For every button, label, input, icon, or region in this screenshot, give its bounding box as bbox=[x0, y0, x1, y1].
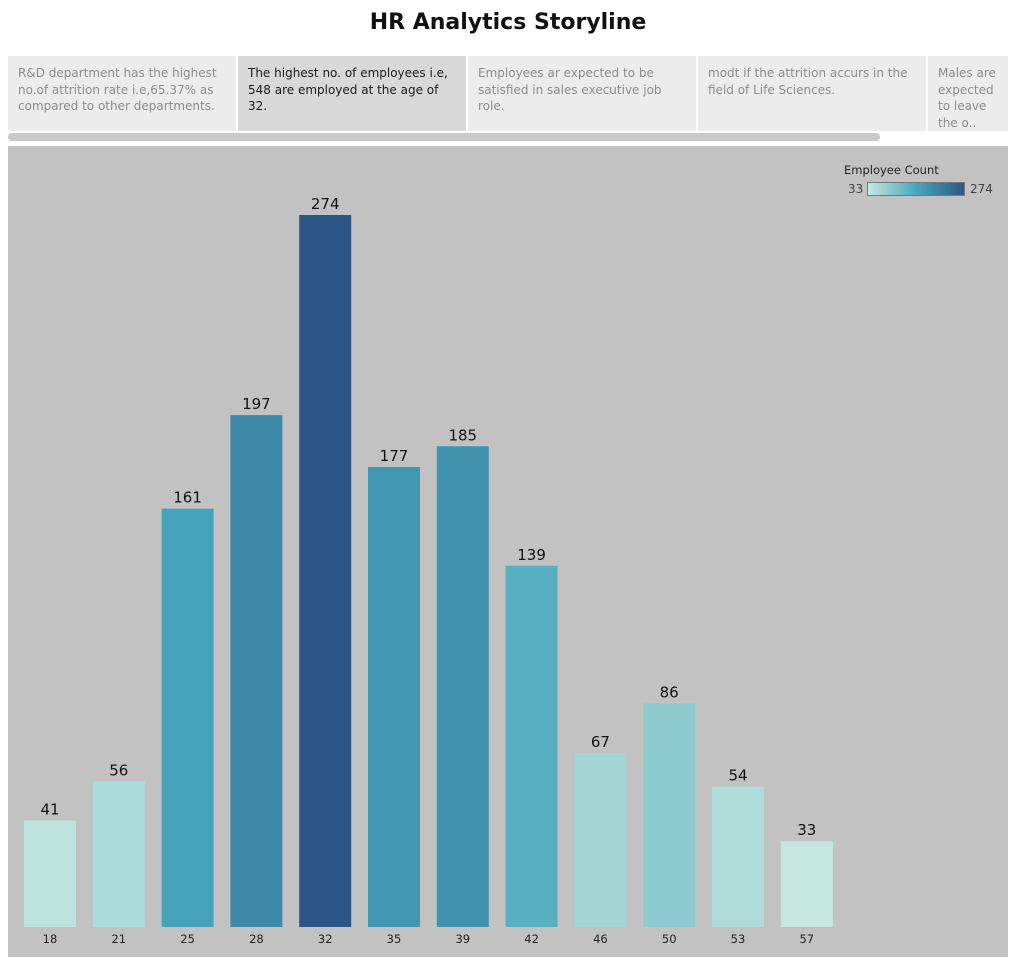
x-tick-label-50: 50 bbox=[662, 932, 677, 946]
data-label-age-53: 54 bbox=[728, 767, 747, 785]
data-label-age-46: 67 bbox=[591, 733, 610, 751]
bar-age-42[interactable] bbox=[505, 565, 558, 927]
data-label-age-42: 139 bbox=[517, 546, 546, 564]
bar-age-50[interactable] bbox=[643, 703, 696, 927]
x-tick-label-32: 32 bbox=[318, 932, 333, 946]
x-tick-label-53: 53 bbox=[731, 932, 746, 946]
story-scrollbar[interactable] bbox=[8, 133, 880, 141]
bar-age-39[interactable] bbox=[436, 446, 489, 927]
x-tick-label-35: 35 bbox=[387, 932, 402, 946]
x-tick-label-57: 57 bbox=[799, 932, 814, 946]
data-label-age-57: 33 bbox=[797, 821, 816, 839]
story-point-4[interactable]: modt if the attrition accurs in the fiel… bbox=[698, 56, 928, 131]
bar-age-57[interactable] bbox=[780, 841, 833, 927]
bar-age-35[interactable] bbox=[368, 467, 420, 927]
data-label-age-32: 274 bbox=[311, 195, 340, 213]
bar-age-21[interactable] bbox=[92, 781, 145, 927]
bar-age-53[interactable] bbox=[712, 786, 764, 927]
story-point-2[interactable]: The highest no. of employees i.e, 548 ar… bbox=[238, 56, 468, 131]
data-label-age-35: 177 bbox=[380, 447, 409, 465]
story-navigator: R&D department has the highest no.of att… bbox=[8, 56, 1008, 131]
x-tick-label-46: 46 bbox=[593, 932, 608, 946]
data-label-age-21: 56 bbox=[109, 761, 128, 779]
bar-age-46[interactable] bbox=[574, 752, 627, 927]
x-tick-label-39: 39 bbox=[455, 932, 470, 946]
legend-min-label: 33 bbox=[848, 182, 864, 196]
dashboard-title: HR Analytics Storyline bbox=[369, 10, 647, 35]
x-tick-label-28: 28 bbox=[249, 932, 264, 946]
bar-age-18[interactable] bbox=[24, 820, 76, 927]
legend-gradient bbox=[867, 182, 965, 196]
story-point-1[interactable]: R&D department has the highest no.of att… bbox=[8, 56, 238, 131]
data-label-age-28: 197 bbox=[242, 395, 271, 413]
bar-age-32[interactable] bbox=[299, 215, 352, 927]
bar-age-28[interactable] bbox=[230, 415, 283, 927]
x-tick-label-42: 42 bbox=[524, 932, 539, 946]
legend-max-label: 274 bbox=[970, 182, 993, 196]
data-label-age-39: 185 bbox=[448, 426, 477, 444]
data-label-age-50: 86 bbox=[660, 684, 679, 702]
bar-chart: 41 18 56 21 161 25 197 28 274 32 177 35 185 39 139 42 67… bbox=[24, 195, 833, 946]
story-point-5[interactable]: Males are expected to leave the o.. bbox=[928, 56, 1008, 131]
color-legend: Employee Count 33 274 bbox=[844, 163, 1004, 203]
x-tick-label-21: 21 bbox=[111, 932, 126, 946]
data-label-age-18: 41 bbox=[40, 800, 59, 818]
story-point-3[interactable]: Employees ar expected to be satisfied in… bbox=[468, 56, 698, 131]
data-label-age-25: 161 bbox=[173, 489, 202, 507]
x-tick-label-18: 18 bbox=[43, 932, 58, 946]
bar-age-25[interactable] bbox=[161, 508, 214, 927]
x-tick-label-25: 25 bbox=[180, 932, 195, 946]
legend-title: Employee Count bbox=[844, 163, 939, 177]
chart-area: 41 18 56 21 161 25 197 28 274 32 177 35 185 39 139 42 67… bbox=[8, 146, 1008, 957]
